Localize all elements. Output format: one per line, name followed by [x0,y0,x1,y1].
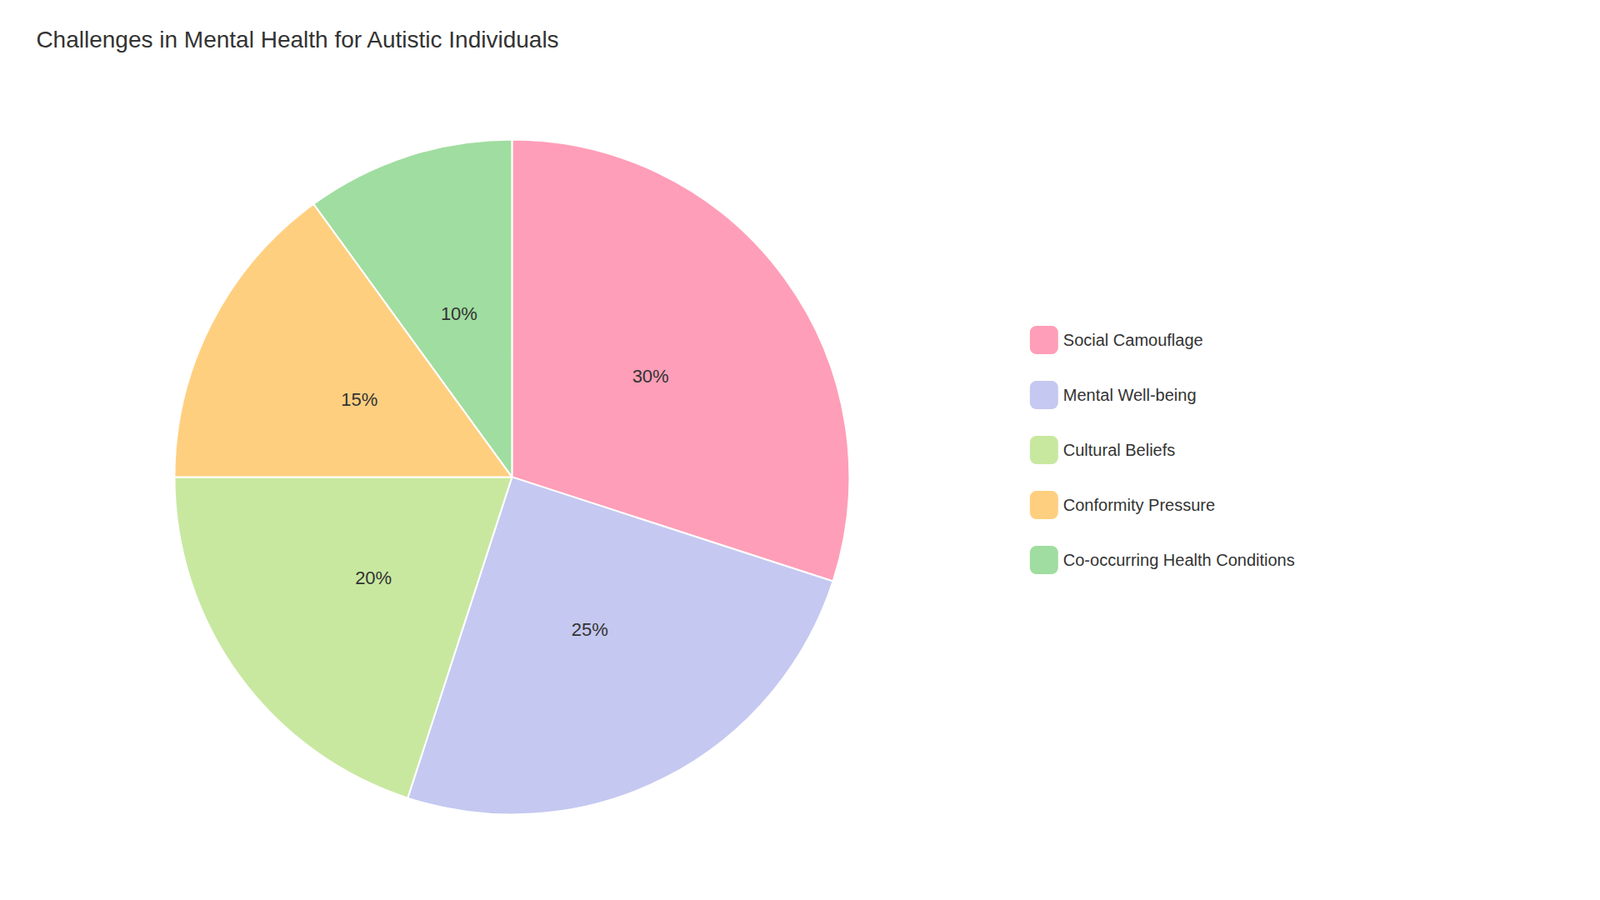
svg-text:20%: 20% [355,567,392,589]
svg-text:Challenges in Mental Health fo: Challenges in Mental Health for Autistic… [35,26,559,53]
svg-text:Social Camouflage: Social Camouflage [1063,330,1204,350]
svg-text:Cultural Beliefs: Cultural Beliefs [1063,440,1176,460]
svg-text:10%: 10% [440,303,478,325]
svg-text:Conformity Pressure: Conformity Pressure [1063,495,1215,515]
svg-text:25%: 25% [571,619,609,640]
svg-text:Co-occurring Health Conditions: Co-occurring Health Conditions [1063,550,1295,570]
svg-text:15%: 15% [340,389,378,410]
svg-text:Mental Well-being: Mental Well-being [1063,385,1197,405]
svg-text:30%: 30% [632,365,670,387]
